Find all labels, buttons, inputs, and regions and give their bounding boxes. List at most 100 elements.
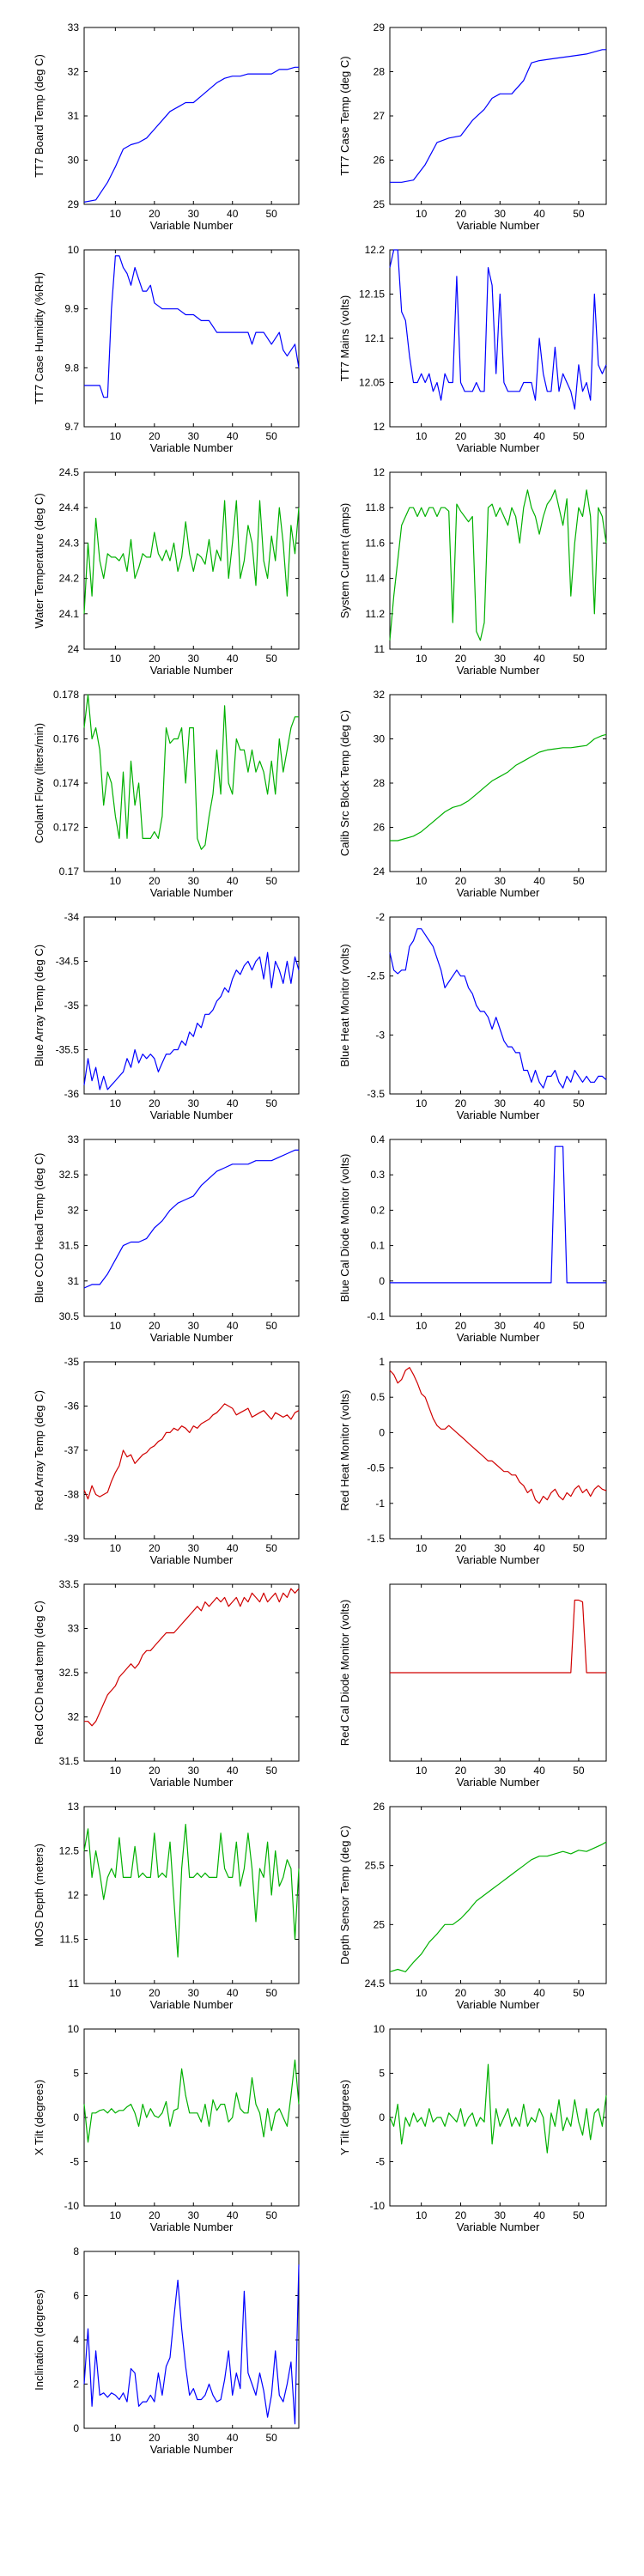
y-tick-label: 32.5 [59, 1169, 80, 1181]
x-tick-label: 40 [227, 2432, 239, 2444]
series-line-1 [84, 1588, 300, 1727]
series-line-1 [390, 1145, 606, 1284]
x-tick-label: 50 [266, 2432, 278, 2444]
x-tick-label: 50 [573, 2209, 585, 2221]
y-tick-label: -3.5 [367, 1088, 385, 1100]
x-axis-label: Variable Number [150, 1331, 234, 1344]
x-tick-label: 10 [110, 208, 122, 220]
x-tick-label: 40 [227, 875, 239, 887]
chart-panel-11: 30.5 31 31.5 32 32.5 33 10 20 30 40 50 Variable Num… [33, 1133, 300, 1344]
x-axis-label: Variable Number [150, 1109, 234, 1121]
x-tick-label: 30 [188, 2209, 200, 2221]
y-tick-label: 31 [68, 110, 80, 122]
x-tick-label: 50 [573, 1765, 585, 1777]
x-tick-label: 40 [227, 2209, 239, 2221]
x-tick-label: 20 [455, 208, 467, 220]
y-tick-label: 13 [68, 1801, 80, 1813]
chart-panel-1: 29 30 31 32 33 10 20 30 40 50 Variable Number TT7 B… [33, 21, 300, 232]
chart-panel-14: -1.5 -1 -0.5 0 0.5 1 10 20 30 40 50 Variable Number… [338, 1356, 607, 1566]
y-tick-label: 26 [374, 1801, 386, 1813]
y-axis-label: Blue Cal Diode Monitor (volts) [338, 1154, 351, 1303]
x-tick-label: 20 [149, 2209, 161, 2221]
y-tick-label: -10 [64, 2200, 80, 2212]
x-tick-label: 50 [573, 208, 585, 220]
x-tick-label: 50 [266, 1320, 278, 1332]
y-tick-label: 0.5 [370, 1391, 385, 1403]
chart-panel-3: 9.7 9.8 9.9 10 10 20 30 40 50 Variable Number TT7 … [33, 244, 300, 454]
y-axis-label: Blue Array Temp (deg C) [33, 945, 46, 1066]
x-axis-label: Variable Number [457, 664, 540, 677]
x-tick-label: 20 [455, 2209, 467, 2221]
y-tick-label: 12.05 [359, 377, 385, 389]
x-tick-label: 50 [266, 1765, 278, 1777]
y-tick-label: 24.5 [365, 1978, 386, 1990]
x-tick-label: 10 [110, 2209, 122, 2221]
x-tick-label: 10 [110, 1542, 122, 1554]
x-tick-label: 30 [188, 1987, 200, 1999]
y-axis-label: TT7 Board Temp (deg C) [33, 54, 46, 178]
y-tick-label: 8 [73, 2245, 79, 2257]
y-tick-label: 0 [379, 1275, 385, 1287]
chart-panel-16: 10 20 30 40 50 Variable Number Red Cal Diode M… [338, 1583, 607, 1789]
y-tick-label: 32 [68, 66, 80, 78]
y-tick-label: -35.5 [56, 1044, 80, 1056]
y-tick-label: 30.5 [59, 1310, 80, 1322]
x-axis-label: Variable Number [150, 2221, 234, 2233]
x-tick-label: 30 [495, 1097, 507, 1109]
y-tick-label: 2 [73, 2379, 79, 2391]
x-tick-label: 20 [455, 1542, 467, 1554]
y-tick-label: 32.5 [59, 1667, 80, 1679]
x-tick-label: 10 [416, 2209, 428, 2221]
y-tick-label: 11 [69, 1978, 80, 1990]
x-tick-label: 10 [110, 1987, 122, 1999]
x-tick-label: 30 [495, 653, 507, 665]
x-axis-label: Variable Number [457, 1776, 540, 1789]
y-axis-label: Red CCD head temp (deg C) [33, 1601, 46, 1745]
y-axis-label: Y Tilt (degrees) [338, 2080, 351, 2155]
plot-frame [389, 916, 607, 1095]
x-tick-label: 30 [188, 208, 200, 220]
chart-panel-4: 12 12.05 12.1 12.15 12.2 10 20 30 40 50 Variable N… [338, 244, 607, 454]
y-tick-label: -2 [375, 911, 385, 923]
x-tick-label: 40 [533, 430, 545, 442]
x-axis-label: Variable Number [457, 1998, 540, 2011]
x-tick-label: 50 [573, 653, 585, 665]
y-tick-label: 0.176 [53, 733, 79, 745]
x-tick-label: 10 [416, 1097, 428, 1109]
x-tick-label: 30 [495, 2209, 507, 2221]
x-tick-label: 50 [266, 208, 278, 220]
y-tick-label: 28 [374, 66, 386, 78]
y-tick-label: 11.4 [366, 573, 386, 585]
y-tick-label: 0 [379, 1426, 385, 1438]
y-tick-label: -36 [64, 1088, 80, 1100]
y-tick-label: 32 [68, 1204, 80, 1216]
y-tick-label: 12 [374, 421, 386, 433]
y-tick-label: 12.5 [59, 1845, 80, 1857]
series-line-1 [390, 733, 607, 841]
x-tick-label: 30 [188, 430, 200, 442]
x-tick-label: 30 [188, 1542, 200, 1554]
chart-panel-2: 25 26 27 28 29 10 20 30 40 50 Variable Number TT7 C… [338, 21, 607, 232]
y-tick-label: 0.4 [370, 1133, 385, 1145]
x-tick-label: 40 [227, 1097, 239, 1109]
chart-panel-7: 0.17 0.172 0.174 0.176 0.178 10 20 30 40 50 Variab… [33, 689, 300, 899]
y-tick-label: 24.5 [59, 466, 80, 478]
chart-panel-21: 0 2 4 6 8 10 20 30 40 50 Variable Number Inclinatio… [33, 2245, 300, 2456]
y-tick-label: 31.5 [59, 1240, 80, 1252]
x-tick-label: 40 [227, 1765, 239, 1777]
series-line-1 [389, 249, 607, 410]
x-axis-label: Variable Number [150, 1998, 234, 2011]
x-tick-label: 20 [455, 875, 467, 887]
y-tick-label: -10 [370, 2200, 386, 2212]
x-axis-label: Variable Number [150, 2443, 234, 2456]
x-tick-label: 50 [266, 2209, 278, 2221]
series-line-1 [83, 1403, 300, 1500]
y-tick-label: 25.5 [365, 1860, 386, 1872]
y-tick-label: 0.178 [53, 689, 79, 701]
y-tick-label: 11 [374, 643, 386, 655]
x-tick-label: 20 [455, 653, 467, 665]
y-axis-label: Red Array Temp (deg C) [33, 1390, 46, 1510]
x-axis-label: Variable Number [150, 1553, 234, 1566]
y-tick-label: 24 [68, 643, 80, 655]
y-tick-label: 12.2 [365, 244, 386, 256]
